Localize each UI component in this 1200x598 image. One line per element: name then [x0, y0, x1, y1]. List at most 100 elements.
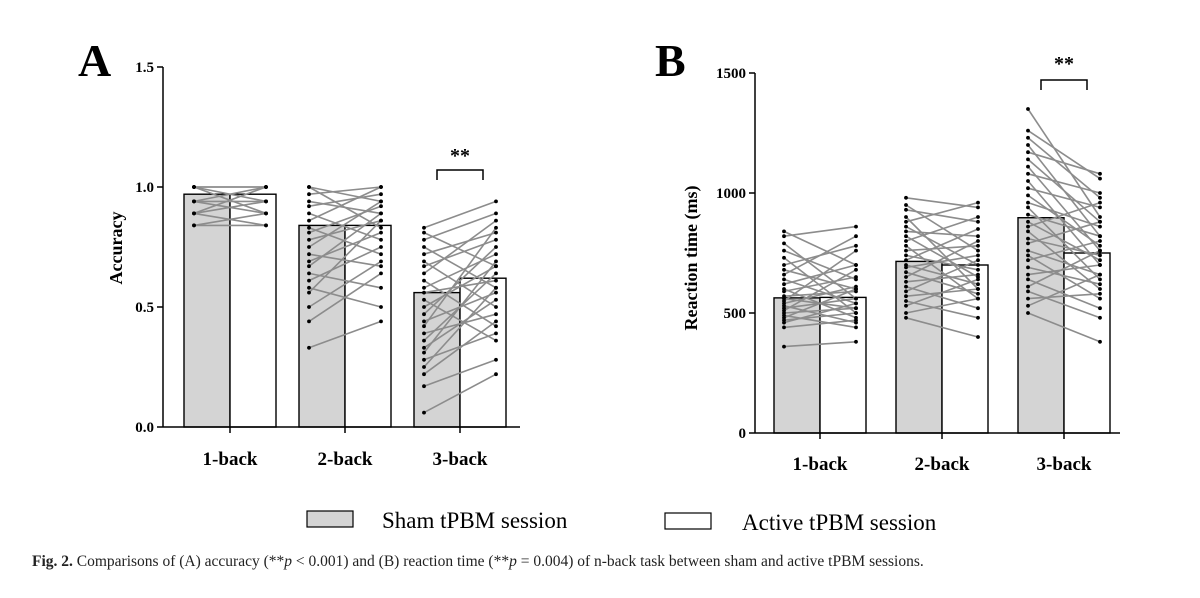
panel-b-point-active	[854, 301, 858, 306]
panel-b-point-sham	[904, 248, 908, 253]
panel-b-subject-line	[783, 305, 857, 324]
panel-a-point-active	[494, 312, 498, 317]
panel-b-subject-line	[783, 290, 857, 297]
panel-a-point-active	[494, 297, 498, 302]
panel-b-point-sham	[782, 248, 786, 253]
panel-b-subject-line	[905, 254, 979, 271]
panel-b-subject-line	[1027, 201, 1101, 228]
panel-a-point-sham	[307, 271, 311, 276]
panel-b-point-sham	[904, 284, 908, 289]
panel-a-point-active	[379, 192, 383, 197]
panel-b-point-sham	[904, 258, 908, 263]
panel-a-point-sham	[422, 230, 426, 235]
panel-a-subject-line	[193, 186, 267, 203]
panel-a-point-active	[264, 185, 268, 189]
panel-a-point-active	[494, 237, 498, 242]
panel-a-subject-line	[423, 231, 497, 267]
panel-b-point-active	[854, 224, 858, 229]
panel-b-subject-line	[1027, 249, 1101, 276]
panel-a-point-sham	[192, 223, 196, 228]
panel-b-point-sham	[1026, 157, 1030, 162]
panel-b-point-active	[1098, 239, 1102, 243]
panel-b-point-sham	[1026, 236, 1030, 241]
panel-a-subject-line	[308, 212, 382, 267]
panel-a-point-sham	[422, 338, 426, 343]
panel-a-subject-line	[308, 272, 382, 323]
panel-b-point-active	[854, 243, 858, 248]
panel-b-point-sham	[782, 277, 786, 282]
panel-b-point-active	[1098, 205, 1102, 210]
panel-b: B Reaction time (ms) 0 500 1000 1500 1-back 2…	[655, 35, 1120, 475]
panel-a-point-active	[379, 271, 383, 276]
panel-b-point-active	[976, 287, 980, 291]
panel-b-point-active	[854, 306, 858, 311]
panel-b-point-active	[1098, 224, 1102, 229]
panel-a-point-sham	[307, 245, 311, 249]
panel-a-point-sham	[422, 410, 426, 415]
panel-b-point-active	[854, 263, 858, 267]
panel-b-point-active	[976, 227, 980, 231]
panel-b-point-active	[976, 315, 980, 320]
panel-b-point-active	[1098, 296, 1102, 301]
panel-a-category-label-2-back: 2-back	[318, 449, 373, 470]
panel-a-point-active	[379, 218, 383, 223]
panel-a-point-sham	[307, 278, 311, 283]
panel-b-point-active	[976, 234, 980, 239]
panel-b-subject-line	[905, 264, 979, 285]
panel-b-subject-line	[783, 319, 857, 329]
panel-b-point-sham	[782, 289, 786, 294]
panel-a-subject-line	[423, 332, 497, 361]
panel-b-point-sham	[782, 344, 786, 349]
panel-b-subject-line	[1027, 151, 1101, 175]
panel-b-point-sham	[782, 267, 786, 272]
panel-a-point-sham	[307, 225, 311, 230]
panel-a-point-sham	[422, 357, 426, 362]
panel-a-subject-line	[423, 279, 497, 327]
panel-b-bar-active-1-back	[819, 296, 867, 434]
panel-b-point-active	[1098, 277, 1102, 282]
panel-b-subject-line	[1027, 240, 1101, 261]
panel-b-point-active	[1098, 176, 1102, 181]
panel-b-point-sham	[904, 239, 908, 243]
panel-a-subject-line	[308, 246, 382, 282]
panel-b-point-sham	[904, 289, 908, 294]
panel-a-point-sham	[422, 271, 426, 276]
panel-a-point-active	[494, 218, 498, 223]
panel-a-point-active	[264, 199, 268, 204]
panel-b-subject-line	[905, 235, 979, 278]
panel-b-point-sham	[782, 255, 786, 260]
panel-b-point-sham	[904, 279, 908, 284]
panel-b-point-active	[976, 205, 980, 210]
panel-b-y-tick-label: 500	[724, 306, 747, 322]
panel-a-point-active	[379, 204, 383, 209]
panel-a-subject-line	[193, 200, 267, 215]
panel-a-category-label-3-back: 3-back	[433, 449, 488, 470]
panel-b-point-sham	[1026, 135, 1030, 140]
panel-a-subject-line	[423, 212, 497, 241]
panel-b-subject-line	[783, 269, 857, 290]
panel-b-point-sham	[1026, 241, 1030, 246]
panel-a-point-sham	[307, 319, 311, 324]
panel-b-point-sham	[1026, 164, 1030, 169]
panel-b-point-sham	[904, 303, 908, 308]
panel-b-point-active	[976, 296, 980, 301]
panel-b-point-active	[1098, 258, 1102, 263]
panel-a-plot-area: 0.0 0.5 1.0 1.5 1-back 2-back 3-back **	[135, 60, 520, 470]
panel-b-point-active	[976, 306, 980, 311]
panel-a-point-sham	[422, 372, 426, 377]
panel-a-subject-line	[308, 186, 382, 195]
panel-a-subject-line	[308, 186, 382, 203]
panel-b-point-active	[976, 239, 980, 243]
legend-sham-label: Sham tPBM session	[382, 508, 568, 533]
panel-a-point-sham	[307, 252, 311, 257]
panel-b-point-sham	[904, 265, 908, 270]
panel-a-point-active	[379, 225, 383, 230]
panel-b-point-sham	[782, 325, 786, 330]
panel-a-subject-line	[308, 186, 382, 222]
panel-a-subject-line	[423, 253, 497, 289]
panel-a-point-sham	[422, 225, 426, 230]
panel-b-point-sham	[904, 234, 908, 239]
panel-b-point-active	[1098, 253, 1102, 258]
panel-a-point-active	[494, 305, 498, 309]
panel-b-point-sham	[1026, 219, 1030, 224]
